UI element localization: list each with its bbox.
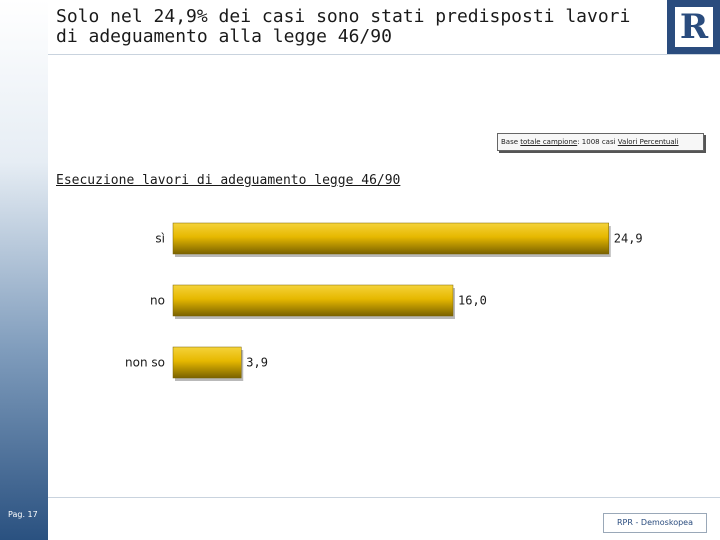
base-note-units: Valori Percentuali	[617, 138, 679, 146]
footer-divider	[48, 497, 720, 498]
category-label: non so	[125, 356, 165, 370]
title-line-2: di adeguamento alla legge 46/90	[56, 26, 392, 47]
left-gradient-band	[0, 0, 48, 540]
bar-2	[172, 284, 454, 317]
bar-1	[172, 222, 609, 255]
value-label: 3,9	[246, 356, 268, 370]
logo-badge: R	[667, 0, 720, 54]
brand-logo: RPR - Demoskopea	[603, 513, 707, 533]
bar-3	[172, 346, 242, 379]
page-number: Pag. 17	[8, 510, 38, 519]
slide-title: Solo nel 24,9% dei casi sono stati predi…	[56, 7, 656, 47]
logo-r-icon: R	[675, 7, 713, 47]
value-label: 16,0	[458, 294, 487, 308]
base-note-box: Base totale campione: 1008 casi Valori P…	[497, 133, 704, 151]
category-label: no	[150, 294, 165, 308]
chart-title: Esecuzione lavori di adeguamento legge 4…	[56, 173, 401, 188]
base-note-middle: : 1008 casi	[577, 138, 618, 146]
base-note-prefix: Base	[501, 138, 521, 146]
header-divider	[48, 54, 720, 55]
title-line-1: Solo nel 24,9% dei casi sono stati predi…	[56, 6, 631, 27]
base-note-sample: totale campione	[520, 138, 578, 146]
value-label: 24,9	[614, 232, 643, 246]
category-label: sì	[155, 232, 165, 246]
